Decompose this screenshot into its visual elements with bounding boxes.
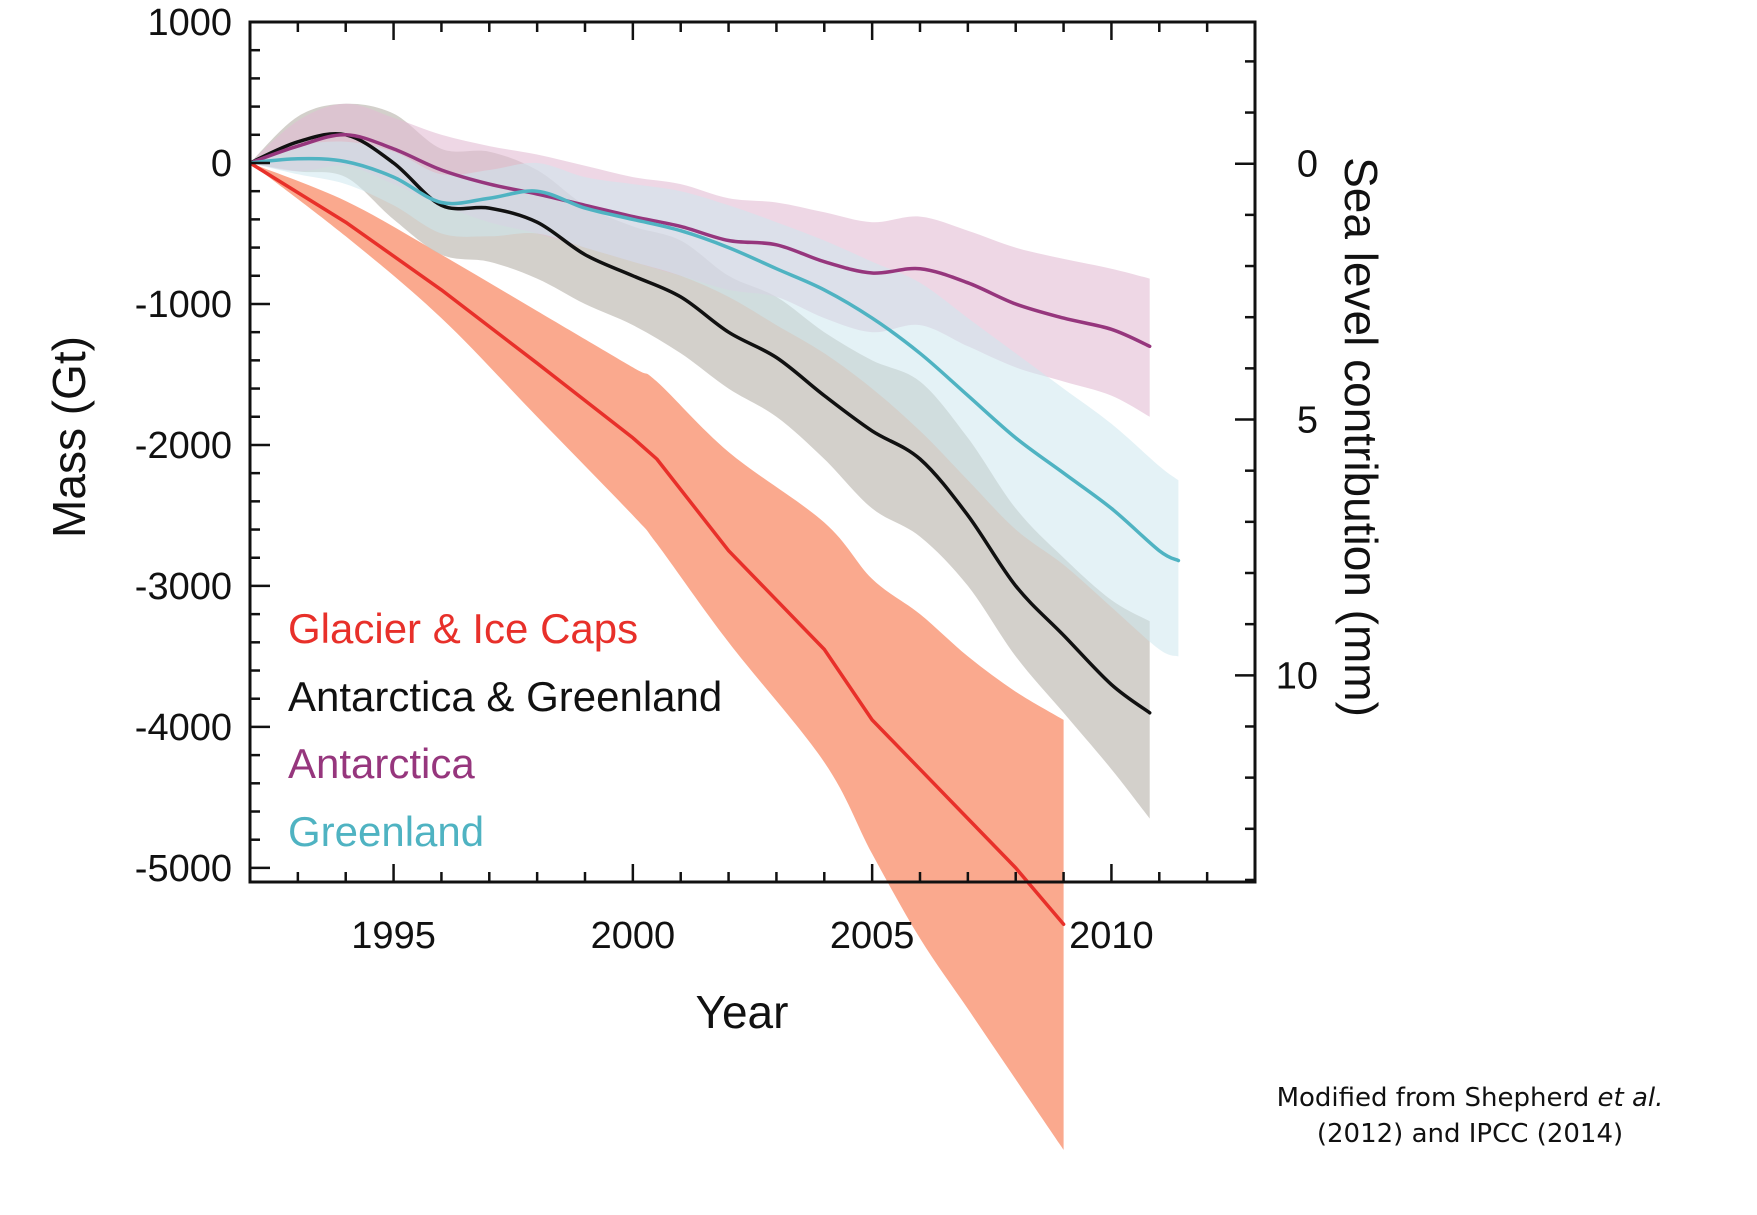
greenland-uncertainty-band: [250, 141, 1179, 657]
y-tick-label: -1000: [135, 284, 232, 326]
y-tick-label: 1000: [147, 2, 232, 44]
glacier-ice-caps-line: [250, 161, 1066, 927]
tick-labels: 1995 2000 2005 2010 1000 0 -1000 -2000 -3000 -400…: [135, 2, 1318, 957]
y2-tick-label: 5: [1297, 400, 1318, 442]
glacier-ice-caps-uncertainty-band: [250, 163, 1064, 1150]
antarctica-greenland-line: [250, 132, 1152, 715]
y-tick-label: -3000: [135, 566, 232, 608]
x-tick-label: 1995: [351, 915, 436, 957]
y-tick-label: -5000: [135, 848, 232, 890]
plot-frame: [248, 20, 1257, 884]
antarctica-line: [250, 133, 1152, 349]
y2-tick-label: 0: [1297, 144, 1318, 186]
y-axis-title: Mass (Gt): [43, 336, 95, 538]
x-tick-label: 2000: [591, 915, 676, 957]
y-tick-label: -2000: [135, 425, 232, 467]
legend: Glacier & Ice Caps Antarctica & Greenlan…: [288, 605, 722, 855]
axis-ticks: [250, 20, 1255, 882]
y2-tick-label: 10: [1276, 655, 1318, 697]
x-axis-title: Year: [696, 986, 789, 1038]
source-credit: Modified from Shepherd et al. (2012) and…: [1230, 1080, 1710, 1152]
y-tick-label: -4000: [135, 707, 232, 749]
x-tick-label: 2010: [1069, 915, 1154, 957]
credit-line-1: Modified from Shepherd et al.: [1230, 1080, 1710, 1116]
y2-axis-title: Sea level contribution (mm): [1335, 157, 1387, 717]
y-tick-label: 0: [211, 143, 232, 185]
legend-greenland: Greenland: [288, 808, 484, 855]
greenland-line: [250, 156, 1181, 563]
legend-glacier-ice-caps: Glacier & Ice Caps: [288, 605, 638, 652]
credit-et-al: et al.: [1597, 1083, 1664, 1113]
x-tick-label: 2005: [830, 915, 915, 957]
credit-line-2: (2012) and IPCC (2014): [1316, 1119, 1624, 1149]
series-lines: [250, 132, 1181, 927]
legend-antarctica: Antarctica: [288, 740, 475, 787]
legend-antarctica-greenland: Antarctica & Greenland: [288, 673, 722, 720]
credit-authors: Modified from Shepherd: [1276, 1083, 1598, 1113]
